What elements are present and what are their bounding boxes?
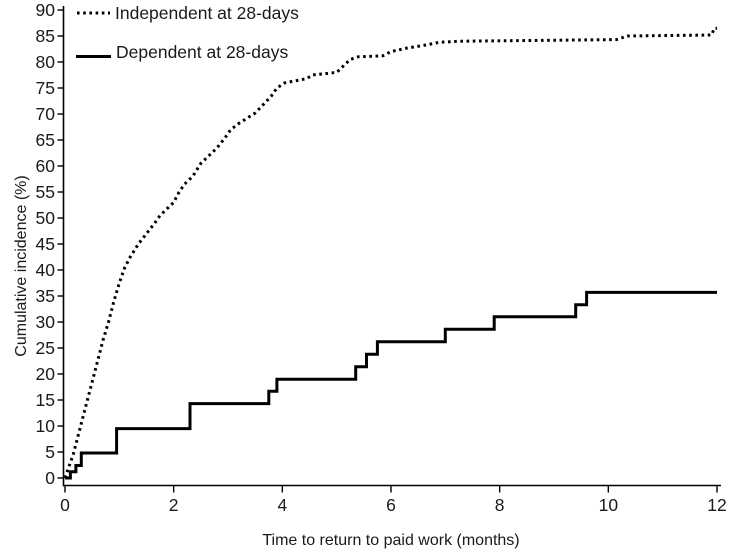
y-tick-label: 25	[36, 338, 55, 358]
y-tick-label: 80	[36, 52, 56, 72]
y-tick-label: 35	[36, 286, 55, 306]
y-tick-label: 20	[36, 364, 56, 384]
y-tick-label: 55	[36, 182, 55, 202]
x-tick-label: 0	[60, 495, 70, 515]
legend-label-independent: Independent at 28-days	[115, 3, 299, 23]
y-axis-title: Cumulative incidence (%)	[13, 175, 30, 356]
y-tick-label: 10	[36, 416, 56, 436]
legend: Independent at 28-days Dependent at 28-d…	[76, 3, 299, 62]
x-tick-label: 6	[386, 495, 396, 515]
x-axis-ticks: 0 2 4 6 8 10 12	[60, 485, 727, 515]
y-tick-label: 65	[36, 130, 55, 150]
x-tick-label: 8	[495, 495, 505, 515]
y-tick-label: 50	[36, 208, 56, 228]
independent-curve	[63, 26, 717, 479]
y-tick-label: 45	[36, 234, 55, 254]
x-axis-title: Time to return to paid work (months)	[262, 532, 519, 549]
y-tick-label: 90	[36, 0, 56, 20]
legend-item-independent: Independent at 28-days	[77, 3, 299, 23]
y-tick-label: 70	[36, 104, 56, 124]
x-tick-label: 4	[277, 495, 287, 515]
y-tick-label: 60	[36, 156, 56, 176]
y-axis-ticks: 0 5 10 15 20 25 30 35 40 45 50 55 60 65 70 75 80 85 90	[36, 0, 64, 488]
y-tick-label: 85	[36, 26, 55, 46]
x-tick-label: 12	[707, 495, 726, 515]
legend-item-dependent: Dependent at 28-days	[76, 42, 288, 62]
y-tick-label: 30	[36, 312, 56, 332]
x-tick-label: 10	[599, 495, 619, 515]
y-tick-label: 40	[36, 260, 56, 280]
dependent-curve	[65, 290, 717, 480]
y-tick-label: 0	[45, 468, 55, 488]
x-tick-label: 2	[169, 495, 179, 515]
legend-label-dependent: Dependent at 28-days	[116, 42, 288, 62]
y-tick-label: 15	[36, 390, 55, 410]
y-tick-label: 75	[36, 78, 55, 98]
y-tick-label: 5	[45, 442, 55, 462]
